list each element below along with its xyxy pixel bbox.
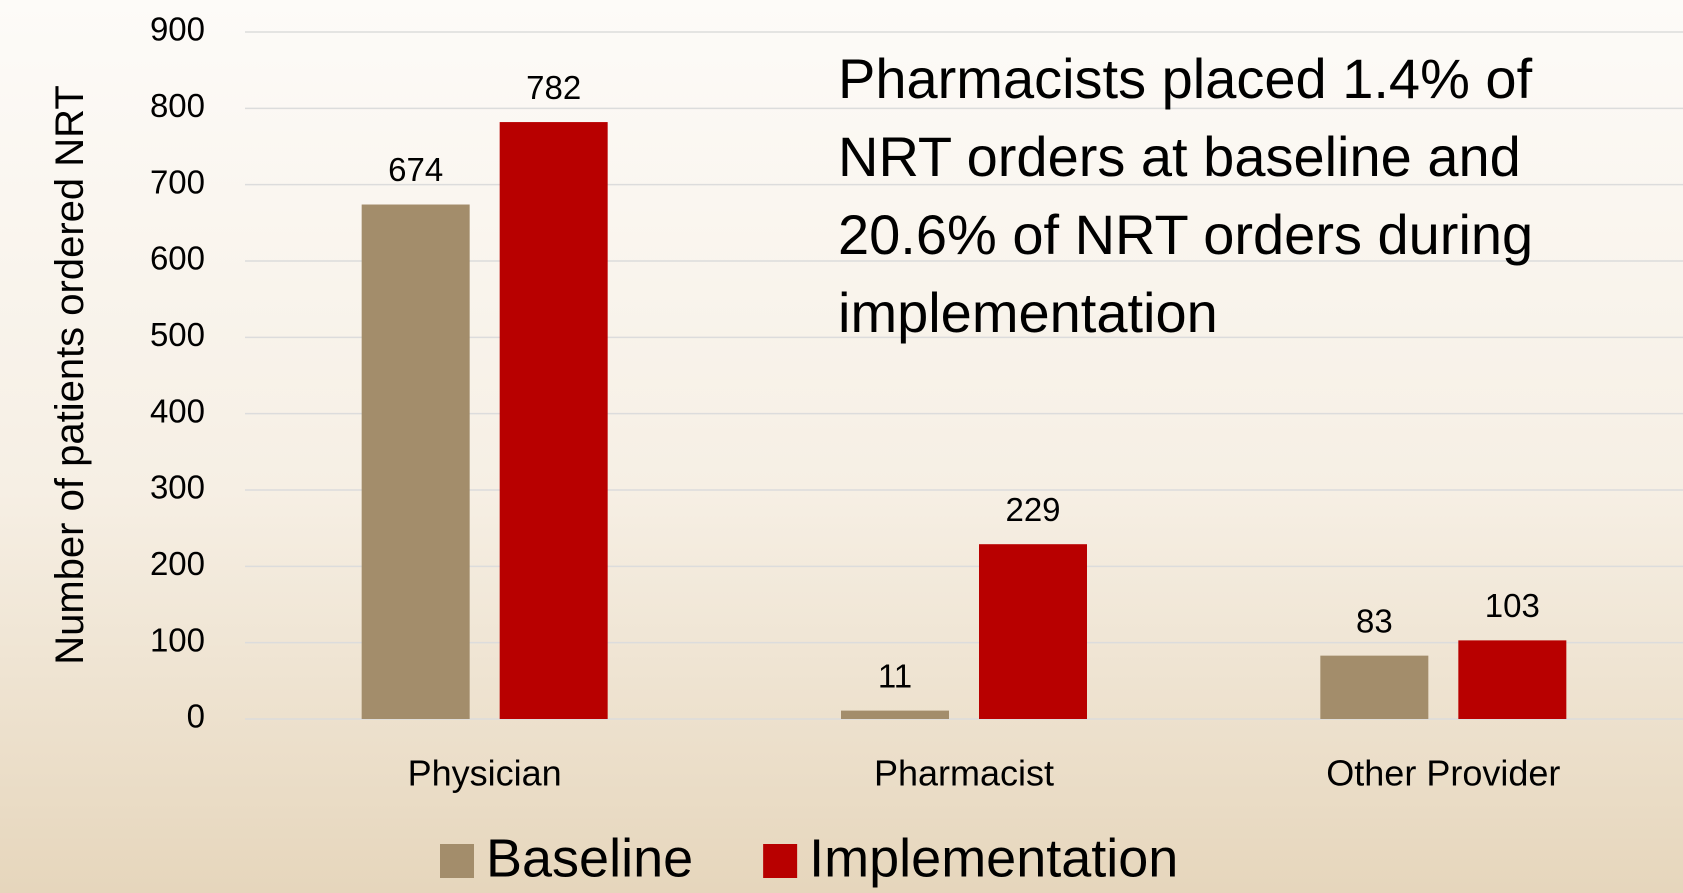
y-tick-label: 200 — [150, 545, 205, 582]
x-tick-label: Physician — [408, 753, 562, 794]
y-tick-label: 800 — [150, 87, 205, 124]
value-label: 103 — [1485, 587, 1540, 624]
legend-label: Implementation — [809, 828, 1178, 888]
bar — [361, 204, 470, 720]
bar — [499, 122, 608, 719]
legend-label: Baseline — [486, 828, 693, 888]
y-tick-label: 900 — [150, 11, 205, 48]
y-tick-label: 700 — [150, 163, 205, 200]
legend-swatch — [440, 844, 474, 878]
x-tick-label: Pharmacist — [874, 753, 1054, 794]
bar — [979, 544, 1087, 719]
value-label: 674 — [388, 151, 443, 188]
y-tick-label: 0 — [187, 698, 205, 735]
y-tick-label: 500 — [150, 316, 205, 353]
y-tick-label: 300 — [150, 469, 205, 506]
value-label: 83 — [1356, 602, 1393, 639]
bar — [1320, 655, 1429, 719]
bar — [1458, 640, 1567, 719]
value-label: 229 — [1005, 491, 1060, 528]
y-tick-label: 400 — [150, 392, 205, 429]
y-tick-label: 100 — [150, 621, 205, 658]
annotation: Pharmacists placed 1.4% of NRT orders at… — [838, 47, 1534, 344]
legend-swatch — [763, 844, 798, 878]
value-label: 782 — [526, 69, 581, 106]
y-tick-label: 600 — [150, 240, 205, 277]
y-axis-label: Number of patients ordered NRT — [48, 85, 92, 665]
bar — [841, 710, 949, 719]
value-label: 11 — [878, 657, 912, 694]
x-tick-label: Other Provider — [1326, 753, 1560, 794]
